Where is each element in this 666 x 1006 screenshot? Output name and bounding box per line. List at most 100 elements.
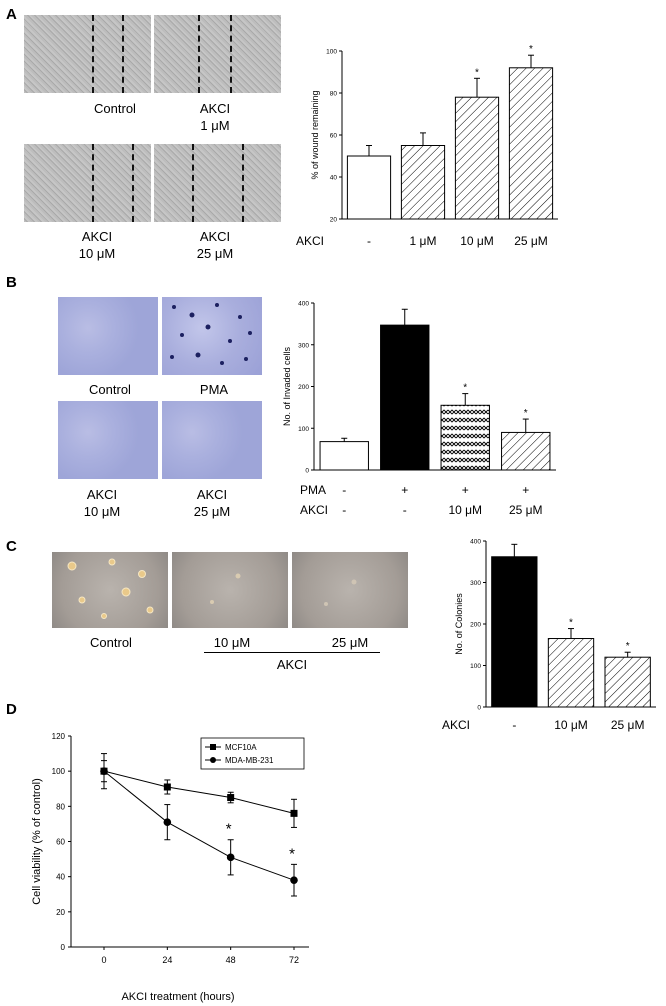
chart-c-ytick-label: 100 (470, 663, 481, 670)
chart-b-significance: * (463, 383, 467, 394)
chart-c-row-label: AKCI (442, 718, 470, 732)
pma-invaded-cells (170, 303, 252, 365)
colony-image-10um (172, 552, 288, 628)
wound-image-control (24, 15, 151, 93)
chart-b-category-label: + (401, 483, 408, 497)
chart-b-ytick-label: 200 (298, 384, 309, 391)
colony-label-10um: 10 μM (213, 635, 251, 650)
chart-c-ytick-label: 400 (470, 539, 481, 546)
chart-b-ytick-label: 400 (298, 301, 309, 308)
chart-a-category-label: 1 μM (410, 234, 437, 248)
chart-a-ytick-label: 40 (330, 175, 338, 182)
chart-d-legend-label: MDA-MB-231 (225, 756, 274, 765)
chart-b-category-label: + (522, 483, 529, 497)
chart-d-point (290, 809, 298, 817)
chart-d-legend-marker (210, 757, 216, 763)
chart-a-bar (508, 67, 554, 220)
chart-a-ytick-label: 60 (330, 133, 338, 140)
chart-a-category-label: 10 μM (460, 234, 494, 248)
panel-a-letter: A (6, 6, 17, 23)
25um-colonies (324, 579, 357, 606)
wound-image-akci-25um (154, 144, 281, 222)
chart-c-bar (604, 656, 651, 708)
chart-b-bar (440, 404, 490, 471)
chart-b-category-label: - (342, 503, 346, 517)
chart-a-significance: * (475, 67, 479, 78)
chart-c-bar (547, 638, 595, 708)
colony-label-control: Control (90, 635, 132, 650)
chart-c-significance: * (626, 641, 630, 652)
panel-b-letter: B (6, 274, 17, 291)
chart-c-category-label: 25 μM (611, 718, 645, 732)
chart-d-xlabel: AKCI treatment (hours) (121, 991, 234, 1003)
chart-b-bar (501, 431, 551, 471)
invasion-label-10um: AKCI 10 μM (83, 487, 121, 519)
chart-b-bar (319, 441, 369, 471)
chart-b-ytick-label: 100 (298, 426, 309, 433)
chart-d-xtick-label: 24 (162, 955, 172, 965)
invasion-label-control: Control (89, 382, 131, 397)
chart-c-category-label: 10 μM (554, 718, 588, 732)
chart-b-ylabel: No. of Invaded cells (282, 346, 292, 426)
panel-d-letter: D (6, 701, 17, 718)
chart-d-point (227, 794, 235, 802)
chart-b-row-label: AKCI (300, 503, 328, 517)
chart-c-ytick-label: 200 (470, 622, 481, 629)
chart-b-category-label: - (403, 503, 407, 517)
chart-d-legend-box (200, 737, 305, 770)
chart-a-ytick-label: 80 (330, 91, 338, 98)
chart-d-ytick-label: 100 (52, 767, 66, 776)
colony-group-label: AKCI (276, 657, 308, 672)
wound-label-control: Control (94, 101, 136, 116)
control-colonies (67, 558, 154, 619)
invasion-image-akci-25um (162, 401, 262, 479)
chart-a-ytick-label: 20 (330, 217, 338, 224)
chart-c-ytick-label: 0 (477, 705, 481, 712)
chart-d-ytick-label: 20 (56, 908, 65, 917)
wound-image-akci-10um (24, 144, 151, 222)
chart-c-ylabel: No. of Colonies (454, 593, 464, 655)
chart-c-bar (491, 556, 538, 708)
colony-image-25um (292, 552, 408, 628)
chart-a-ylabel: % of wound remaining (310, 90, 320, 179)
colony-label-25um: 25 μM (331, 635, 369, 650)
chart-a-ytick-label: 100 (326, 49, 337, 56)
chart-d-significance: * (289, 845, 295, 862)
chart-d-ytick-label: 40 (56, 873, 65, 882)
chart-d-point (163, 783, 171, 791)
chart-a-significance: * (529, 44, 533, 55)
chart-b-category-label: + (462, 483, 469, 497)
chart-d-ylabel: Cell viability (% of control) (31, 778, 43, 905)
chart-b-category-label: - (342, 483, 346, 497)
chart-d-series-line (103, 770, 295, 814)
chart-a-bar (346, 155, 392, 220)
invasion-label-25um: AKCI 25 μM (193, 487, 231, 519)
invasion-image-pma (162, 297, 262, 375)
chart-d-xtick-label: 48 (226, 955, 236, 965)
chart-b-category-label: 25 μM (509, 503, 543, 517)
chart-b-bar (380, 324, 430, 471)
chart-d-ytick-label: 0 (61, 943, 66, 952)
chart-b-ytick-label: 0 (305, 468, 309, 475)
invasion-image-akci-10um (58, 401, 158, 479)
wound-label-1um: AKCI 1 μM (199, 101, 231, 133)
wound-image-akci-1um (154, 15, 281, 93)
chart-b-row-label: PMA (300, 483, 326, 497)
wound-label-10um: AKCI 10 μM (78, 229, 116, 261)
chart-a-bar (400, 145, 446, 220)
chart-d-ytick-label: 60 (56, 838, 65, 847)
chart-d-point (290, 876, 298, 884)
chart-a-row-label: AKCI (296, 234, 324, 248)
chart-d-point (226, 853, 235, 862)
chart-d-ytick-label: 80 (56, 802, 65, 811)
10um-colonies (210, 573, 241, 604)
chart-c-category-label: - (512, 718, 516, 732)
chart-d-xtick-label: 72 (289, 955, 299, 965)
chart-d-xtick-label: 0 (101, 955, 106, 965)
chart-a-category-label: 25 μM (514, 234, 548, 248)
akci-group-line (204, 652, 380, 653)
chart-a-bar (454, 96, 500, 220)
invasion-image-control (58, 297, 158, 375)
